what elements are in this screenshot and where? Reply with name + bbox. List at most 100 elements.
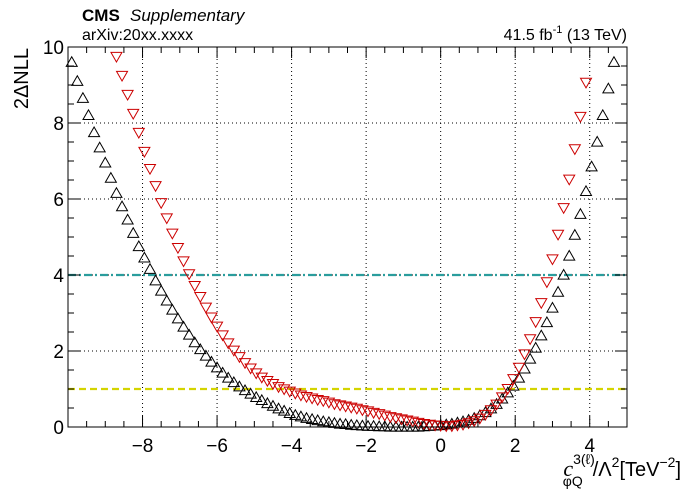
data-point xyxy=(311,414,325,426)
data-point xyxy=(171,243,185,255)
data-point xyxy=(216,330,230,342)
data-point xyxy=(193,342,207,355)
data-point xyxy=(557,203,571,215)
data-point xyxy=(372,420,386,432)
y-tick-labels: 0 2 4 6 8 10 xyxy=(43,38,65,439)
x-label-unit-open: [TeV xyxy=(619,459,660,481)
data-point xyxy=(244,387,257,399)
y-axis-label: 2ΔNLL xyxy=(11,48,33,109)
data-point xyxy=(534,329,548,341)
data-point xyxy=(115,70,129,83)
data-point xyxy=(132,239,146,252)
data-point xyxy=(512,362,526,374)
data-point xyxy=(523,334,537,346)
data-point xyxy=(115,200,129,212)
data-point xyxy=(182,269,196,281)
data-point xyxy=(126,108,140,121)
data-points xyxy=(65,51,621,433)
data-point xyxy=(467,416,481,428)
data-point xyxy=(607,55,621,67)
data-point xyxy=(512,371,526,383)
x-tick-label: −8 xyxy=(132,436,154,457)
data-point xyxy=(529,317,543,329)
data-point xyxy=(266,399,280,411)
x-tick-label: 2 xyxy=(510,436,521,457)
data-point xyxy=(367,419,380,431)
data-point xyxy=(249,368,263,380)
data-point xyxy=(272,402,285,414)
data-point xyxy=(199,349,213,361)
data-point xyxy=(255,393,269,406)
data-point xyxy=(82,108,95,121)
x-label-rest: /Λ xyxy=(593,459,613,481)
data-point xyxy=(277,384,291,396)
data-point xyxy=(378,410,392,422)
data-point xyxy=(529,341,543,353)
data-point xyxy=(249,390,263,402)
data-point xyxy=(188,281,202,293)
data-point xyxy=(70,74,84,86)
data-point xyxy=(479,409,492,421)
x-label-superscript: 3(ℓ) xyxy=(573,451,595,467)
data-point xyxy=(93,141,107,153)
data-point xyxy=(193,292,207,304)
data-point xyxy=(138,251,151,263)
data-point xyxy=(490,397,503,409)
data-point xyxy=(87,125,101,138)
data-point xyxy=(305,412,319,425)
data-point xyxy=(98,156,112,168)
data-point xyxy=(546,301,559,313)
data-point xyxy=(255,372,269,384)
y-tick-label: 10 xyxy=(43,38,64,59)
data-point xyxy=(540,277,554,289)
data-point xyxy=(523,352,537,364)
x-tick-label: 4 xyxy=(584,436,595,457)
data-point xyxy=(165,228,179,240)
data-point xyxy=(177,320,190,332)
data-point xyxy=(160,213,174,225)
data-point xyxy=(205,312,218,324)
data-point xyxy=(506,379,520,391)
data-point xyxy=(277,404,291,416)
data-point xyxy=(490,399,503,411)
data-point xyxy=(238,384,252,396)
data-point xyxy=(188,336,202,348)
data-point xyxy=(562,249,576,261)
data-point xyxy=(143,262,157,274)
y-tick-label: 0 xyxy=(53,418,64,439)
grid-lines xyxy=(68,47,627,427)
data-point xyxy=(557,268,571,280)
data-point xyxy=(456,419,470,431)
data-point xyxy=(305,393,319,405)
x-label-subscript: φQ xyxy=(563,473,583,489)
data-point xyxy=(121,213,134,225)
data-point xyxy=(110,51,123,64)
data-point xyxy=(585,160,598,172)
data-point xyxy=(518,349,531,361)
data-point xyxy=(110,186,123,198)
data-point xyxy=(121,89,134,102)
data-point xyxy=(361,406,375,418)
data-point xyxy=(216,366,230,378)
data-point xyxy=(154,198,168,210)
data-point xyxy=(221,338,235,350)
data-point xyxy=(551,285,565,297)
data-point xyxy=(143,163,157,176)
data-point xyxy=(227,376,241,388)
lumi-exponent: -1 xyxy=(553,24,563,36)
data-point xyxy=(579,77,593,89)
data-point xyxy=(227,345,241,357)
data-point xyxy=(501,383,515,396)
data-point xyxy=(171,312,185,324)
data-point xyxy=(479,406,492,418)
data-point xyxy=(534,298,548,310)
x-label-unit-exp: −2 xyxy=(659,454,675,470)
data-point xyxy=(177,256,190,268)
data-point xyxy=(579,184,593,197)
data-point xyxy=(182,328,196,340)
plot-frame xyxy=(67,46,628,428)
data-point xyxy=(596,108,610,121)
data-point xyxy=(160,294,174,306)
data-point xyxy=(261,376,274,388)
data-point xyxy=(501,386,515,398)
